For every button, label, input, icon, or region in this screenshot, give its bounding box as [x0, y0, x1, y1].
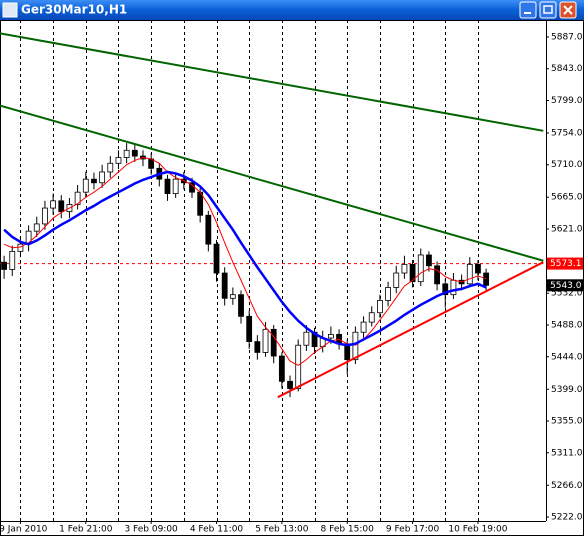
chart-area	[0, 20, 584, 536]
candle-body	[50, 200, 57, 209]
y-tick-label: 5887.0	[551, 32, 583, 42]
trend-line	[277, 261, 544, 399]
y-tick-label: 5799.0	[551, 96, 583, 106]
candle-body	[238, 294, 244, 317]
candle-body	[91, 178, 97, 184]
candle-body	[99, 171, 106, 184]
window-icon	[2, 2, 18, 18]
candle-body	[9, 250, 16, 270]
candle-body	[466, 263, 473, 285]
candle-body	[270, 328, 277, 357]
trend-line	[0, 32, 544, 132]
candle-body	[327, 333, 334, 339]
candle-body	[246, 315, 253, 343]
candle-body	[368, 312, 375, 323]
candle-body	[409, 263, 416, 283]
candle-body	[377, 300, 383, 314]
candle-body	[74, 191, 81, 205]
price-label-box	[547, 257, 583, 270]
x-tick-label: 5 Feb 13:00	[255, 525, 309, 535]
candle-body	[42, 207, 48, 225]
candle-body	[205, 214, 212, 245]
candle-body	[123, 149, 130, 158]
x-tick-label: 29 Jan 2010	[0, 525, 48, 535]
candle-body	[426, 254, 432, 267]
candle-body	[434, 265, 440, 285]
candle-body	[213, 243, 220, 274]
maximize-button[interactable]	[539, 1, 557, 19]
candle-body	[352, 331, 359, 361]
candle-body	[33, 223, 40, 232]
candle-body	[475, 263, 481, 274]
candle-body	[17, 243, 24, 252]
y-tick-label: 5355.0	[551, 417, 583, 427]
trend-line	[0, 104, 544, 262]
minimize-button[interactable]	[519, 1, 537, 19]
axes: 5887.0 5843.0 5799.0 5754.0 5710.0 5665.0 5621…	[0, 32, 583, 535]
y-tick-label: 5621.0	[551, 224, 583, 234]
title-bar	[0, 0, 584, 20]
y-tick-label: 5532.0	[551, 289, 583, 299]
y-tick-label: 5266.0	[551, 481, 583, 491]
candle-body	[229, 294, 236, 299]
window-buttons[interactable]	[519, 1, 577, 19]
y-tick-label: 5710.0	[551, 160, 583, 170]
x-tick-label: 10 Feb 19:00	[448, 525, 507, 535]
candle-body	[58, 200, 65, 213]
x-tick-label: 1 Feb 21:00	[59, 525, 113, 535]
candle-body	[295, 344, 302, 389]
candle-body	[164, 178, 171, 195]
y-tick-label: 5399.0	[551, 385, 583, 395]
window-title: Ger30Mar10,H1	[21, 3, 127, 17]
candle-body	[82, 178, 89, 193]
candle-body	[401, 263, 408, 274]
moving-average	[3, 170, 487, 347]
x-tick-label: 3 Feb 09:00	[124, 525, 178, 535]
y-tick-label: 5311.0	[551, 448, 583, 458]
y-tick-label: 5754.0	[551, 128, 583, 138]
candle-body	[254, 341, 261, 353]
candle-body	[385, 287, 391, 301]
candle-body	[107, 162, 114, 173]
y-tick-label: 5488.0	[551, 321, 583, 331]
x-tick-label: 4 Feb 11:00	[190, 525, 244, 535]
candle-body	[278, 355, 285, 382]
candle-body	[172, 178, 179, 195]
price-label: 5573.1	[550, 259, 582, 269]
candle-body	[393, 272, 400, 288]
candle-body	[450, 279, 457, 296]
price-label-box	[547, 279, 583, 292]
y-tick-label: 5843.0	[551, 64, 583, 74]
plot	[0, 32, 546, 399]
x-tick-label: 9 Feb 17:00	[386, 525, 440, 535]
y-tick-label: 5222.0	[551, 513, 583, 523]
candle-body	[483, 272, 490, 286]
candle-body	[1, 261, 7, 270]
candle-body	[442, 283, 449, 296]
candle-body	[221, 272, 228, 299]
x-tick-label: 8 Feb 15:00	[321, 525, 375, 535]
price-label: 5543.0	[550, 281, 582, 291]
candle-body	[417, 254, 424, 283]
candle-body	[287, 380, 293, 389]
y-tick-label: 5444.0	[551, 352, 583, 362]
candle-body	[115, 157, 122, 164]
y-tick-label: 5665.0	[551, 193, 583, 203]
candle-body	[303, 331, 310, 346]
moving-average	[3, 157, 487, 367]
candle-body	[262, 328, 269, 353]
candle-body	[360, 321, 367, 333]
candle-body	[131, 149, 138, 157]
